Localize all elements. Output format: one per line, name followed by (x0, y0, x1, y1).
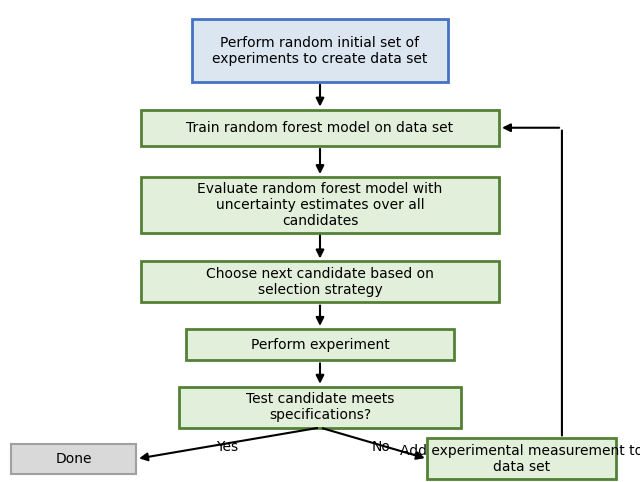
FancyBboxPatch shape (186, 329, 454, 361)
Text: Perform random initial set of
experiments to create data set: Perform random initial set of experiment… (212, 36, 428, 66)
Text: No: No (371, 440, 390, 455)
FancyBboxPatch shape (141, 261, 499, 303)
Text: Add experimental measurement to
data set: Add experimental measurement to data set (400, 444, 640, 474)
Text: Choose next candidate based on
selection strategy: Choose next candidate based on selection… (206, 267, 434, 297)
Text: Yes: Yes (216, 440, 238, 455)
Text: Perform experiment: Perform experiment (251, 337, 389, 352)
FancyBboxPatch shape (141, 110, 499, 146)
Text: Train random forest model on data set: Train random forest model on data set (186, 120, 454, 135)
FancyBboxPatch shape (141, 177, 499, 233)
Text: Evaluate random forest model with
uncertainty estimates over all
candidates: Evaluate random forest model with uncert… (197, 182, 443, 228)
FancyBboxPatch shape (12, 444, 136, 474)
Text: Done: Done (55, 452, 92, 466)
FancyBboxPatch shape (428, 439, 616, 479)
FancyBboxPatch shape (192, 19, 448, 82)
Text: Test candidate meets
specifications?: Test candidate meets specifications? (246, 392, 394, 422)
FancyBboxPatch shape (179, 387, 461, 428)
